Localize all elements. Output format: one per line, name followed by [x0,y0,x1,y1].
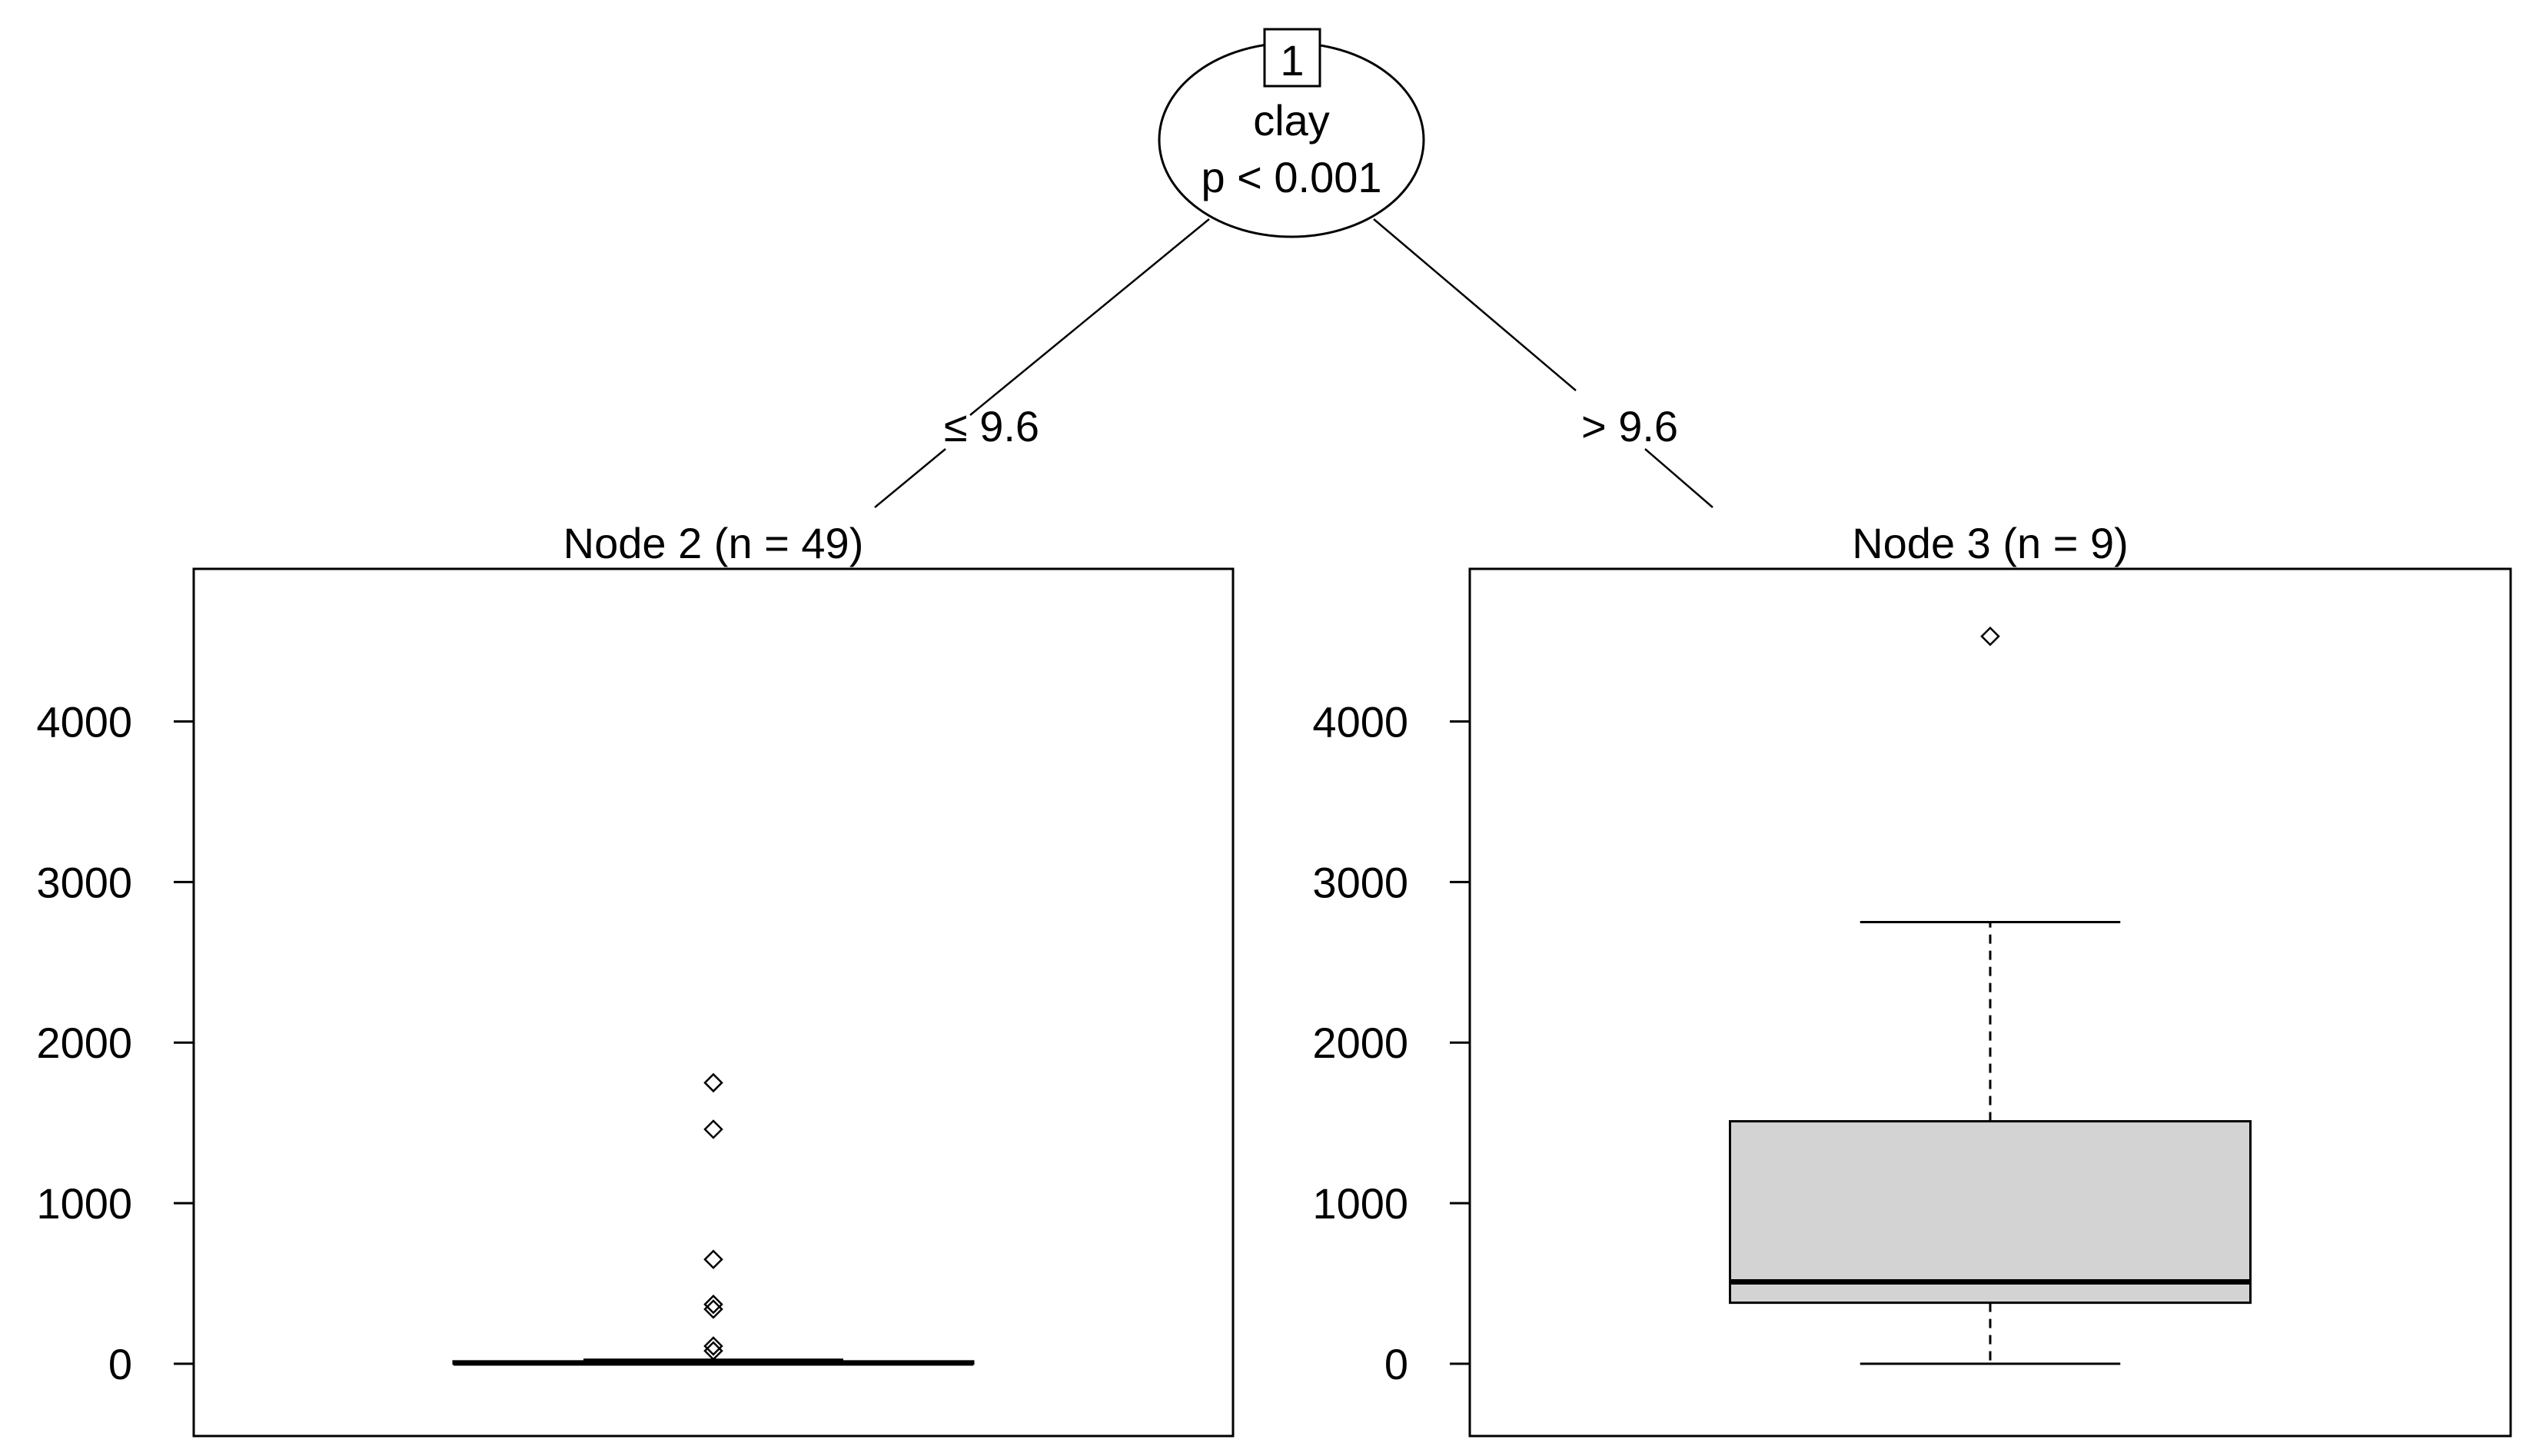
node-2-outlier-point [703,1294,723,1315]
root-node-p-value: p < 0.001 [1201,153,1381,201]
root-node: 1 clay p < 0.001 [1158,28,1425,238]
node-2-y-tick-label: 4000 [36,697,132,746]
node-2-boxplot-panel: Node 2 (n = 49) 0 1000 2000 3000 4000 [36,519,1235,1438]
right-edge-label: > 9.6 [1581,402,1678,450]
node-2-outlier-point [703,1336,723,1356]
node-2-outlier-point [703,1299,723,1319]
node-3-y-tick-label: 4000 [1312,697,1408,746]
node-2-y-tick-label: 2000 [36,1019,132,1067]
node-2-title: Node 2 (n = 49) [563,519,864,567]
node-3-title: Node 3 (n = 9) [1852,519,2129,567]
left-edge-lower [874,448,946,508]
root-node-id: 1 [1280,36,1304,85]
node-3-box [1729,1120,2252,1305]
right-edge-upper [1373,218,1577,391]
tree-edges: ≤ 9.6 > 9.6 [874,218,1713,508]
node-3-y-tick-label: 0 [1384,1340,1408,1388]
node-3-y-tick-label: 3000 [1312,858,1408,906]
node-3-boxplot-panel: Node 3 (n = 9) 0 1000 2000 3000 4000 [1312,519,2512,1438]
right-edge-lower [1644,448,1713,508]
root-node-variable: clay [1253,96,1330,145]
node-2-plot-frame [192,567,1235,1438]
root-node-id-box [1263,28,1321,88]
node-2-outlier-point [703,1341,723,1361]
node-3-y-tick-label: 2000 [1312,1019,1408,1067]
node-2-outlier-point [703,1249,723,1269]
node-2-y-tick-label: 1000 [36,1179,132,1228]
left-edge-upper [969,218,1210,416]
node-2-outlier-point [703,1072,723,1093]
node-2-y-tick-label: 0 [108,1340,132,1388]
node-2-outlier-point [703,1119,723,1139]
node-2-y-tick-label: 3000 [36,858,132,906]
left-edge-label: ≤ 9.6 [944,402,1039,450]
node-3-plot-frame [1468,567,2512,1438]
node-3-outlier-point [1980,626,2000,647]
node-3-y-tick-label: 1000 [1312,1179,1408,1228]
